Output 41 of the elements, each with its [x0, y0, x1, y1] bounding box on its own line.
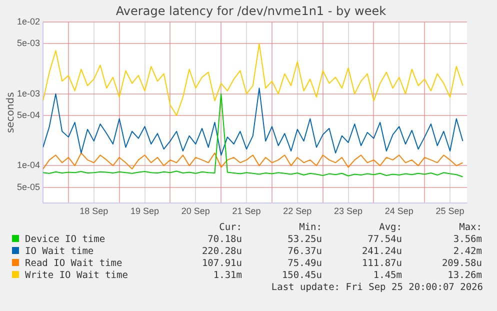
chart-title: Average latency for /dev/nvme1n1 - by week [116, 4, 386, 18]
x-tick-label: 24 Sep [384, 206, 414, 216]
y-tick-label: 5e-05 [16, 182, 40, 192]
text: 150.45u [280, 270, 322, 282]
text: Cur: [218, 222, 242, 234]
x-tick-label: 25 Sep [436, 206, 464, 216]
text: 107.91u [200, 258, 242, 270]
text: 111.87u [360, 258, 402, 270]
text: 3.56m [452, 234, 482, 246]
text: 241.24u [360, 246, 402, 258]
y-tick-label: 1e-04 [16, 160, 40, 170]
y-tick-label: 5e-04 [16, 110, 40, 120]
x-tick-label: 23 Sep [334, 206, 363, 216]
x-tick-label: 18 Sep [80, 206, 108, 216]
text: 220.28u [200, 246, 242, 258]
y-tick-label: 1e-03 [16, 88, 40, 98]
text: 209.58u [440, 258, 482, 270]
text: 2.42m [452, 246, 482, 258]
x-tick-label: 19 Sep [130, 206, 160, 216]
text: 1.45m [372, 270, 402, 282]
x-tick-label: 21 Sep [232, 206, 261, 216]
y-tick-label: 1e-02 [16, 16, 40, 26]
text: Avg: [378, 222, 402, 234]
x-tick-label: 20 Sep [181, 206, 210, 216]
text: 70.18u [206, 234, 242, 246]
text: 53.25u [286, 234, 322, 246]
x-tick-label: 22 Sep [283, 206, 312, 216]
y-axis-title: seconds [6, 92, 17, 134]
text: 75.49u [286, 258, 322, 270]
legend-label: Read IO Wait time [24, 258, 124, 270]
text: Last update: Fri Sep 25 20:00:07 2026 [270, 282, 483, 294]
text: 76.37u [286, 246, 322, 258]
legend-label: Write IO Wait time [24, 270, 129, 282]
y-tick-label: 5e-03 [16, 38, 40, 48]
legend-label: Device IO time [24, 234, 106, 246]
legend-label: IO Wait time [24, 246, 95, 258]
text: Max: [458, 222, 482, 234]
text: Min: [298, 222, 322, 234]
text: 1.31m [212, 270, 242, 282]
text: 77.54u [366, 234, 402, 246]
text: 13.26m [446, 270, 482, 282]
